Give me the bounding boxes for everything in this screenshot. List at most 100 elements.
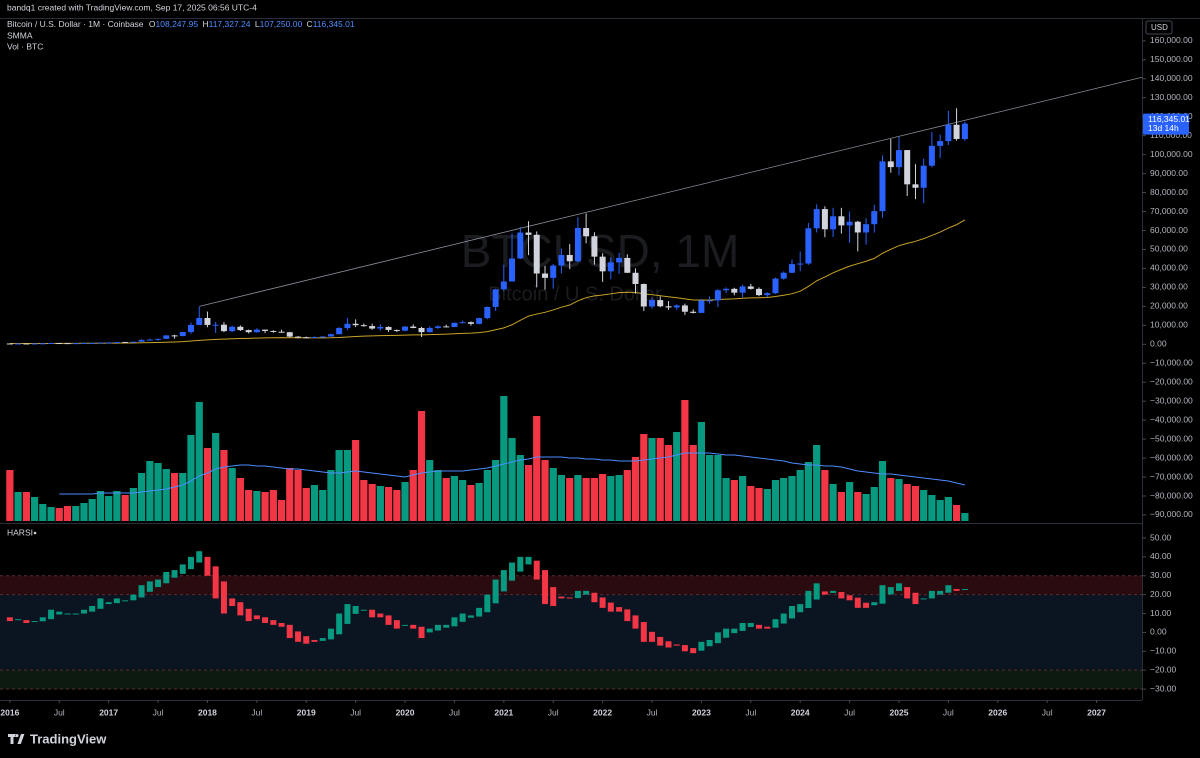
harsi-candle: [517, 556, 524, 572]
candle-body: [295, 336, 302, 338]
volume-bar: [22, 492, 30, 521]
candle-body: [204, 318, 211, 325]
candle-body: [196, 318, 203, 325]
y-tick-label: 10,000.00: [1150, 320, 1188, 330]
harsi-candle: [821, 591, 828, 595]
volume-bar: [961, 513, 969, 521]
volume-bar: [574, 475, 582, 521]
volume-bar: [599, 474, 607, 521]
volume-bar: [911, 486, 920, 521]
candle-body: [262, 329, 269, 331]
candle-body: [229, 326, 236, 332]
x-tick-label: Jul: [54, 707, 65, 717]
harsi-candle: [80, 609, 87, 614]
volume-bar: [920, 490, 928, 521]
y-tick-label: −20.00: [1150, 664, 1177, 674]
harsi-candle: [229, 598, 236, 606]
y-tick-label: 30.00: [1150, 570, 1172, 580]
volume-bar: [286, 468, 294, 521]
harsi-candle: [130, 594, 137, 601]
candle-body: [854, 221, 861, 233]
volume-bar: [829, 484, 837, 521]
volume-bar: [401, 482, 409, 521]
candle-body: [89, 342, 96, 344]
harsi-candle: [360, 609, 367, 611]
candle-body: [6, 343, 13, 345]
harsi-candle: [830, 590, 837, 593]
ohlc-value: 107,250.00: [260, 19, 303, 29]
harsi-candle: [731, 628, 738, 634]
volume-bar: [450, 476, 459, 521]
harsi-candle: [591, 592, 598, 603]
candle-body: [640, 284, 647, 307]
ohlc-value: 117,327.24: [209, 19, 251, 29]
candle-body: [574, 228, 581, 262]
harsi-pane: [6, 551, 968, 654]
volume-bar: [96, 491, 105, 521]
candle-body: [566, 254, 573, 262]
volume-bar: [821, 470, 829, 521]
currency-box[interactable]: [1145, 20, 1173, 35]
y-tick-label: −40,000.00: [1150, 414, 1193, 424]
candle-body: [418, 327, 425, 333]
volume-bar: [88, 499, 96, 521]
candle-body: [558, 254, 565, 266]
volume-bar: [467, 485, 475, 521]
harsi-candle: [698, 641, 705, 651]
candle-body: [434, 326, 441, 328]
volume-bar: [492, 460, 500, 521]
volume-bar: [640, 434, 648, 521]
candle-body: [303, 337, 310, 339]
volume-bar: [55, 508, 63, 521]
volume-legend[interactable]: Vol · BTC: [7, 41, 43, 51]
ohlc-value: 108,247.95: [156, 19, 199, 29]
smma-legend[interactable]: SMMA: [7, 30, 33, 40]
candle-body: [945, 124, 952, 142]
candle-body: [286, 332, 293, 337]
y-tick-label: −60,000.00: [1150, 452, 1193, 462]
volume-bar: [352, 440, 360, 521]
axes: 2016 Jul 2017 Jul 2018 Jul 2019 Jul 2020 Jul 2021 J…: [0, 35, 1193, 717]
candle-body: [706, 300, 713, 302]
candle-body: [319, 336, 326, 338]
candle-body: [525, 232, 532, 235]
harsi-candle: [846, 595, 853, 601]
harsi-candle: [434, 624, 441, 631]
volume-bar: [508, 438, 516, 521]
harsi-candle: [714, 632, 721, 644]
price-tag: [1143, 113, 1189, 135]
volume-bar: [417, 411, 426, 521]
volume-bar: [137, 473, 146, 521]
volume-bar: [170, 473, 179, 521]
volume-bar: [738, 476, 747, 521]
volume-bar: [327, 470, 335, 521]
candle-body: [649, 300, 656, 307]
volume-bar: [162, 469, 170, 521]
candle-body: [467, 322, 474, 324]
y-tick-label: −10.00: [1150, 646, 1177, 656]
harsi-legend[interactable]: HARSI: [7, 527, 33, 537]
candle-body: [599, 256, 606, 272]
y-tick-label: 0.00: [1150, 339, 1167, 349]
candle-body: [961, 123, 968, 140]
volume-bar: [533, 416, 541, 521]
volume-bar: [442, 478, 450, 521]
harsi-candle: [780, 613, 787, 624]
harsi-candle: [113, 598, 120, 604]
volume-bar: [730, 480, 738, 521]
harsi-candle: [319, 638, 326, 641]
candle-body: [887, 161, 894, 168]
candle-body: [72, 343, 79, 345]
candle-body: [797, 263, 804, 265]
harsi-candle: [393, 620, 400, 629]
volume-bar: [212, 433, 220, 521]
candle-body: [122, 342, 129, 344]
volume-bar: [870, 487, 878, 521]
harsi-candle: [336, 613, 343, 635]
harsi-candle: [303, 636, 310, 644]
author-line: bandq1 created with TradingView.com, Sep…: [7, 2, 257, 12]
harsi-candle: [72, 613, 79, 615]
harsi-candle: [48, 609, 55, 620]
harsi-candle: [624, 609, 631, 622]
x-tick-label: 2022: [593, 707, 612, 717]
